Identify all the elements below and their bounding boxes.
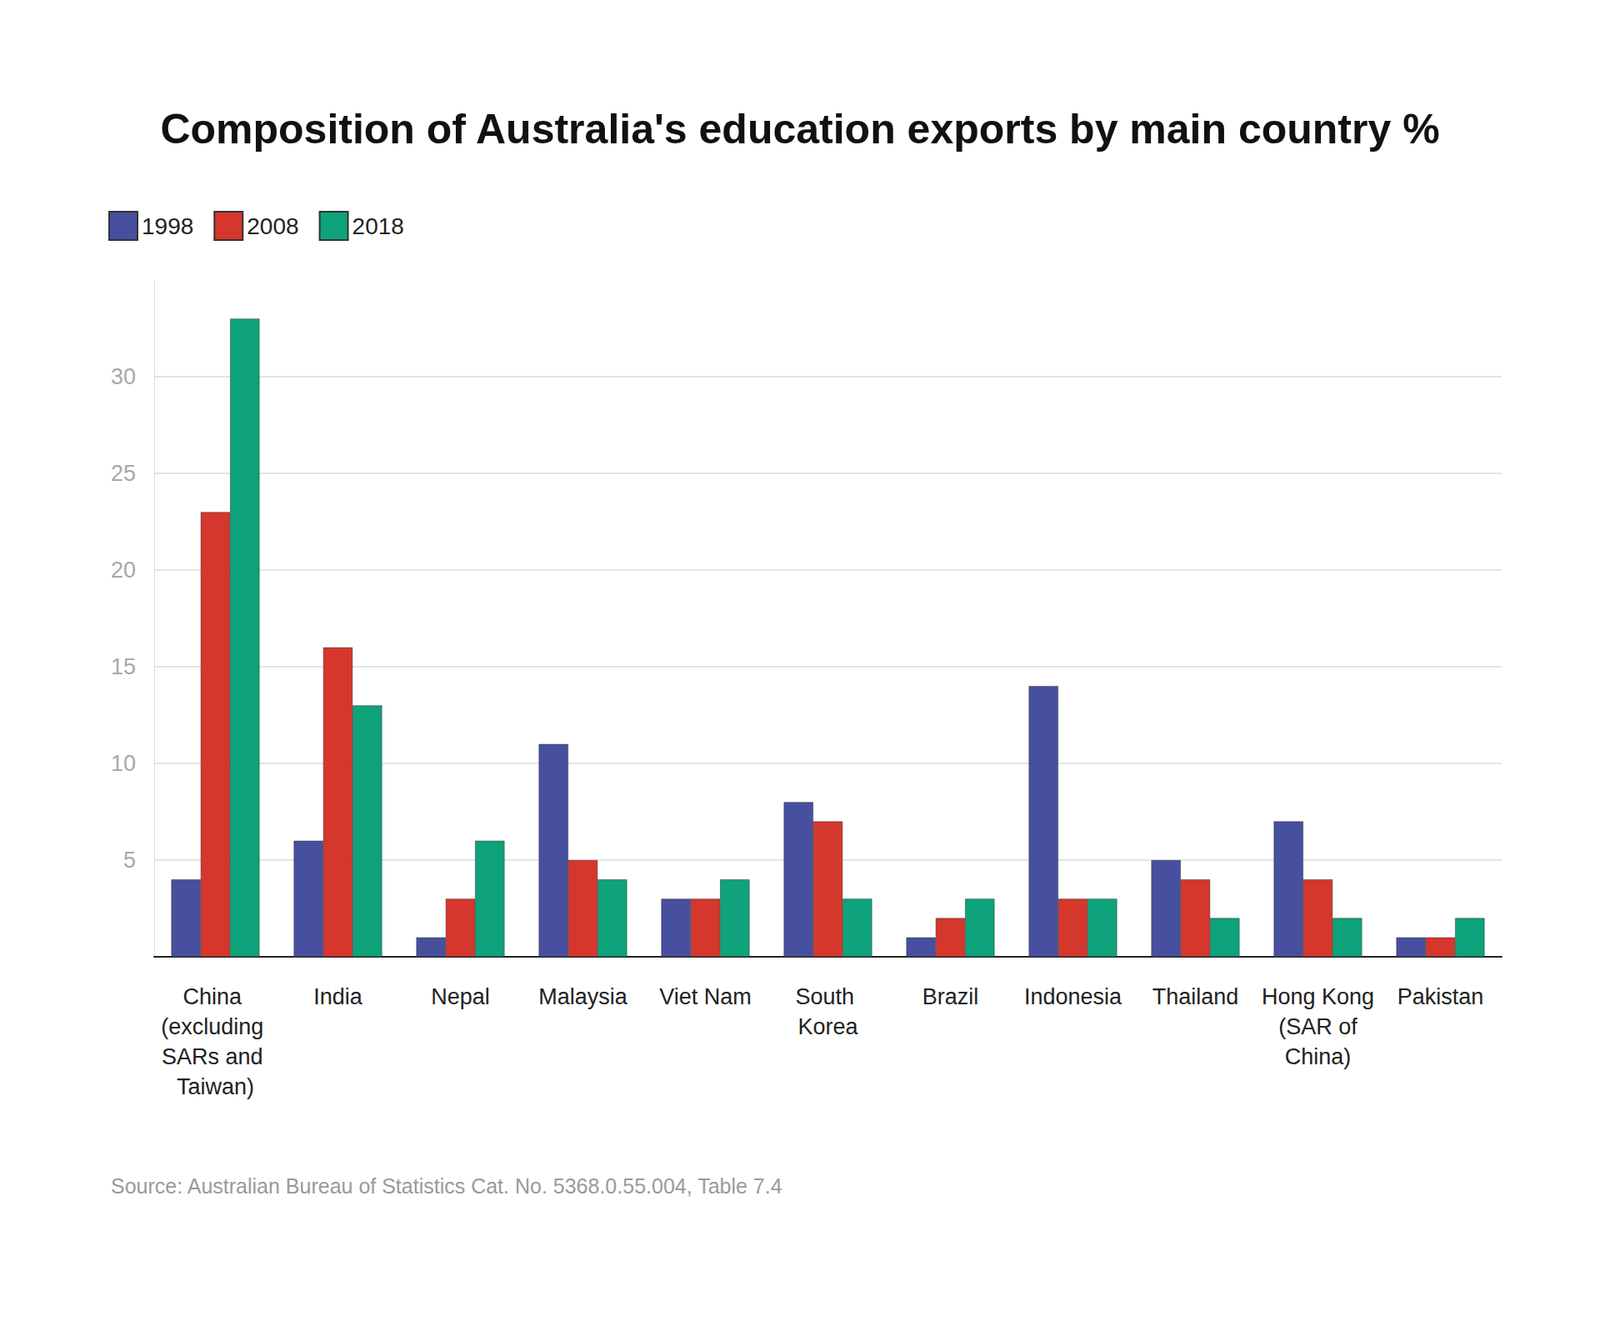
svg-text:Composition of Australia's edu: Composition of Australia's education exp… (160, 105, 1440, 153)
svg-text:Brazil: Brazil (922, 984, 980, 1010)
svg-text:2008: 2008 (246, 213, 299, 240)
svg-text:India: India (313, 984, 364, 1010)
svg-text:Hong Kong: Hong Kong (1261, 984, 1375, 1010)
svg-text:South: South (795, 984, 860, 1010)
svg-text:Indonesia: Indonesia (1024, 984, 1123, 1010)
svg-text:Taiwan): Taiwan) (176, 1074, 255, 1100)
svg-text:(SAR of: (SAR of (1272, 1014, 1365, 1040)
svg-text:Malaysia: Malaysia (538, 984, 629, 1010)
svg-text:(excluding: (excluding (160, 1014, 270, 1040)
svg-text:Pakistan: Pakistan (1397, 984, 1485, 1010)
svg-text:Nepal: Nepal (430, 984, 490, 1010)
svg-text:Viet Nam: Viet Nam (659, 984, 752, 1010)
svg-text:20: 20 (110, 557, 136, 583)
svg-text:SARs and: SARs and (161, 1044, 270, 1070)
svg-text:Thailand: Thailand (1152, 984, 1240, 1010)
svg-text:30: 30 (110, 364, 136, 390)
svg-text:China): China) (1285, 1044, 1352, 1070)
svg-text:2018: 2018 (352, 213, 405, 240)
svg-text:China: China (182, 984, 248, 1010)
svg-text:1998: 1998 (141, 213, 194, 240)
svg-text:15: 15 (110, 654, 136, 680)
svg-text:10: 10 (110, 750, 136, 776)
svg-text:Source: Australian Bureau of S: Source: Australian Bureau of Statistics … (110, 1174, 783, 1198)
svg-text:5: 5 (123, 847, 136, 873)
svg-text:Korea: Korea (797, 1014, 859, 1040)
svg-text:25: 25 (110, 460, 136, 486)
